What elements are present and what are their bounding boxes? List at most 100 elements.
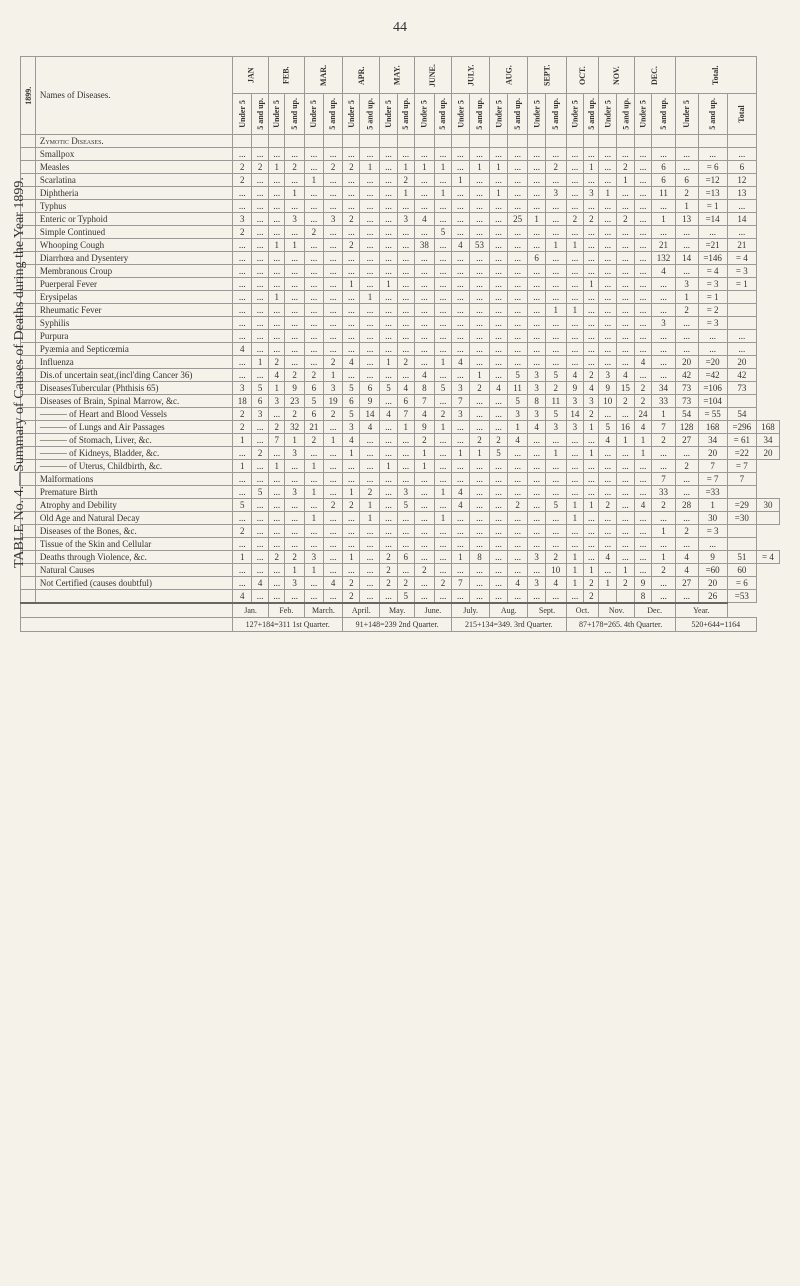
data-cell: ... [380,524,397,537]
data-cell: 73 [727,381,756,394]
year-header: 1899. [21,57,36,135]
data-cell: ... [343,225,360,238]
data-cell: ... [414,498,434,511]
data-cell: 3 [304,550,323,563]
data-cell: 24 [634,407,652,420]
data-cell: ... [268,537,285,550]
data-cell: ... [233,563,252,576]
data-cell: ... [452,511,470,524]
data-cell: 4 [414,212,434,225]
data-cell: ... [599,524,617,537]
data-cell: ... [469,251,490,264]
data-cell: ... [566,485,584,498]
data-cell: = 61 [727,433,756,446]
data-cell: ... [414,277,434,290]
quarter-sum: 215+134=349. 3rd Quarter. [452,617,567,631]
data-cell: ... [285,524,304,537]
data-cell: ... [652,342,675,355]
data-cell: ... [397,524,414,537]
data-cell: 13 [727,186,756,199]
data-cell: ... [323,290,342,303]
data-cell: ... [634,342,652,355]
data-cell: ... [528,524,546,537]
data-cell: ... [545,264,566,277]
data-cell: ... [566,199,584,212]
data-cell: ... [434,433,451,446]
data-cell: 2 [469,433,490,446]
table-row: Smallpox................................… [21,147,780,160]
data-cell: ... [545,225,566,238]
data-cell: 1 [452,550,470,563]
data-cell: ... [634,186,652,199]
data-cell: ... [584,290,599,303]
data-cell: ... [434,251,451,264]
data-cell: ... [285,459,304,472]
data-cell: 2 [584,212,599,225]
table-row: Membranous Croup........................… [21,264,780,277]
data-cell: ... [490,173,508,186]
data-cell: ... [304,147,323,160]
data-cell: ... [528,329,546,342]
data-cell: 54 [675,407,698,420]
data-cell: 9 [414,420,434,433]
data-cell: ... [397,277,414,290]
data-cell: 1 [434,186,451,199]
data-cell: ... [380,316,397,329]
data-cell: 1 [584,498,599,511]
table-row: Old Age and Natural Decay............1..… [21,511,780,524]
data-cell: ... [252,433,269,446]
data-cell: ... [507,485,528,498]
data-cell: ... [323,563,342,576]
data-cell: ... [634,303,652,316]
data-cell: ... [490,251,508,264]
data-cell: ... [323,303,342,316]
data-cell: 1 [566,498,584,511]
data-cell: ... [304,316,323,329]
data-cell: ... [414,316,434,329]
data-cell: 3 [285,446,304,459]
data-cell: ... [469,186,490,199]
data-cell: ... [380,238,397,251]
data-cell: ... [634,147,652,160]
data-cell: ... [252,251,269,264]
data-cell: ... [528,472,546,485]
data-cell: 2 [652,433,675,446]
data-cell: ... [490,550,508,563]
data-cell: ... [599,329,617,342]
data-cell: 1 [360,498,380,511]
table-row: Influenza...12......24...12...14........… [21,355,780,368]
data-cell: ... [652,199,675,212]
data-cell: 2 [414,433,434,446]
data-cell: ... [323,459,342,472]
data-cell: ... [323,173,342,186]
data-cell: ... [434,446,451,459]
data-cell: 4 [675,563,698,576]
data-cell: 2 [252,446,269,459]
month-aug: AUG. [490,57,528,94]
disease-name [35,589,232,603]
data-cell: 2 [584,407,599,420]
table-row: Not Certified (causes doubtful)...4...3.… [21,576,780,589]
data-cell: 54 [727,407,756,420]
disease-name: Not Certified (causes doubtful) [35,576,232,589]
data-cell: ... [304,498,323,511]
data-cell: ... [507,537,528,550]
data-cell: ... [584,199,599,212]
data-cell: ... [599,355,617,368]
data-cell: ... [343,186,360,199]
data-cell: 7 [268,433,285,446]
data-cell: ... [490,342,508,355]
data-cell: ... [414,342,434,355]
data-cell: ... [252,472,269,485]
data-cell: ... [268,303,285,316]
data-cell: 128 [675,420,698,433]
data-cell: ... [268,186,285,199]
data-cell: ... [304,277,323,290]
data-cell: 20 [675,355,698,368]
data-cell: 5 [343,381,360,394]
data-cell: 6 [397,394,414,407]
data-cell: ... [528,589,546,603]
data-cell: ... [545,537,566,550]
data-cell: 2 [233,420,252,433]
data-cell: ... [233,277,252,290]
